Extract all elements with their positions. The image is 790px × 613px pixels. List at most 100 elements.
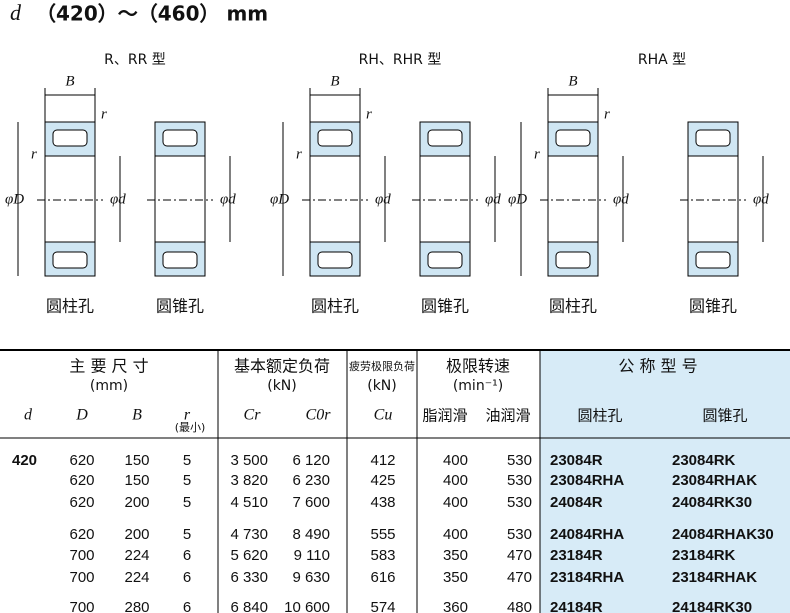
column-header: Cr xyxy=(244,407,262,424)
column-header: B xyxy=(132,407,142,424)
group-header: 极限转速 xyxy=(446,357,510,376)
bore-label: 圆锥孔 xyxy=(156,297,204,316)
dim-label: r xyxy=(534,146,540,162)
dim-label: φD xyxy=(508,191,527,207)
group-unit: (mm) xyxy=(90,378,128,394)
cell: 224 xyxy=(124,547,149,564)
cell: 620 xyxy=(69,452,94,469)
cell: 583 xyxy=(370,547,395,564)
group-header: 公 称 型 号 xyxy=(618,357,697,376)
column-header: 圆柱孔 xyxy=(577,407,622,425)
cell: 555 xyxy=(370,526,395,543)
dim-label: φd xyxy=(375,191,391,207)
cell: 400 xyxy=(443,494,468,511)
cell: 5 xyxy=(183,494,191,511)
cell: 23184R xyxy=(550,547,603,564)
cell: 23084RK xyxy=(672,452,736,469)
cell: 620 xyxy=(69,494,94,511)
dim-label: φd xyxy=(485,191,501,207)
column-header: Cu xyxy=(374,407,393,424)
cell: 620 xyxy=(69,526,94,543)
title: （420）～（460） mm xyxy=(36,2,268,26)
cell: 4 730 xyxy=(230,526,268,543)
cell: 700 xyxy=(69,569,94,586)
roller xyxy=(555,129,591,147)
column-rules xyxy=(217,350,541,613)
bore-label: 圆锥孔 xyxy=(421,297,469,316)
cell: 24084RHA xyxy=(550,526,624,543)
cell: 530 xyxy=(507,452,532,469)
roller xyxy=(317,129,353,147)
cell: 700 xyxy=(69,599,94,613)
title-symbol: d xyxy=(10,0,22,25)
cell: 5 620 xyxy=(230,547,268,564)
roller xyxy=(317,251,353,269)
cell: 24084R xyxy=(550,494,603,511)
cell: 530 xyxy=(507,494,532,511)
dim-label: φD xyxy=(5,191,24,207)
dim-label: r xyxy=(31,146,37,162)
dim-label: r xyxy=(604,106,610,122)
dim-label: r xyxy=(366,106,372,122)
cell: 4 510 xyxy=(230,494,268,511)
column-header: D xyxy=(75,407,88,424)
column-header: C0r xyxy=(306,407,332,424)
cell: 470 xyxy=(507,547,532,564)
cell: 9 110 xyxy=(294,547,330,564)
dim-label: φd xyxy=(220,191,236,207)
cell: 150 xyxy=(124,472,149,489)
column-header: 脂润滑 xyxy=(422,407,467,425)
group-header: 基本额定负荷 xyxy=(234,357,330,376)
cell: 5 xyxy=(183,526,191,543)
cell: 350 xyxy=(443,569,468,586)
cell: 3 820 xyxy=(230,472,268,489)
dim-label: φd xyxy=(753,191,769,207)
cell: 280 xyxy=(124,599,149,613)
cell: 23084RHAK xyxy=(672,472,757,489)
column-header: d xyxy=(24,407,33,424)
cell: 23184RHA xyxy=(550,569,624,586)
cell: 6 xyxy=(183,569,191,586)
roller xyxy=(162,129,198,147)
cell: 23084RHA xyxy=(550,472,624,489)
bore-label: 圆柱孔 xyxy=(549,297,597,316)
cell: 7 600 xyxy=(292,494,330,511)
cell: 24184RK30 xyxy=(672,599,752,613)
cell: 200 xyxy=(124,494,149,511)
cell: 6 xyxy=(183,547,191,564)
column-header: 圆锥孔 xyxy=(702,407,747,425)
dim-label: r xyxy=(101,106,107,122)
dim-label: B xyxy=(568,73,577,89)
cell: 150 xyxy=(124,452,149,469)
cell: 530 xyxy=(507,526,532,543)
group-unit: (kN) xyxy=(267,378,297,394)
diagram-type: RH、RHR 型 xyxy=(359,52,442,68)
roller xyxy=(427,129,463,147)
cell: 224 xyxy=(124,569,149,586)
cell: 23184RHAK xyxy=(672,569,757,586)
cell: 24184R xyxy=(550,599,603,613)
bore-label: 圆柱孔 xyxy=(311,297,359,316)
cell: 360 xyxy=(443,599,468,613)
cell: 5 xyxy=(183,472,191,489)
group-header: 疲劳极限负荷 xyxy=(349,359,415,373)
cell: 412 xyxy=(370,452,395,469)
cell: 6 330 xyxy=(230,569,268,586)
group-unit: (kN) xyxy=(367,378,397,394)
group-unit: (min⁻¹) xyxy=(453,378,503,394)
bore-label: 圆锥孔 xyxy=(689,297,737,316)
model-bg xyxy=(540,350,790,613)
cell: 400 xyxy=(443,526,468,543)
roller xyxy=(52,129,88,147)
cell: 480 xyxy=(507,599,532,613)
dim-label: B xyxy=(65,73,74,89)
dim-label: φd xyxy=(110,191,126,207)
cell: 6 840 xyxy=(230,599,268,613)
cell: 425 xyxy=(370,472,395,489)
cell: 200 xyxy=(124,526,149,543)
roller xyxy=(427,251,463,269)
cell: 10 600 xyxy=(284,599,330,613)
cell: 574 xyxy=(370,599,395,613)
dim-label: B xyxy=(330,73,339,89)
